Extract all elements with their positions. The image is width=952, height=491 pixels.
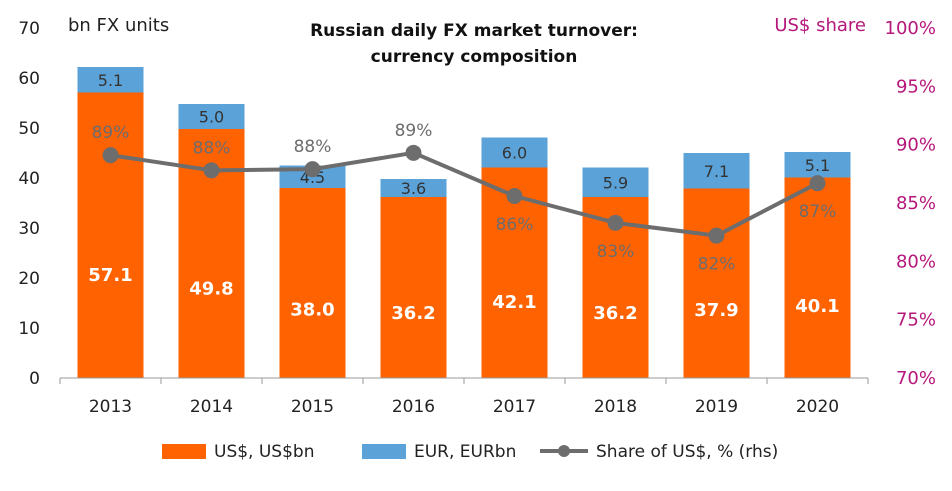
y-tick-label: 10 <box>18 319 40 339</box>
bar-usd-value-label: 49.8 <box>189 278 233 299</box>
y-tick-label: 20 <box>18 269 40 289</box>
bar-eur <box>784 152 851 178</box>
bar-eur <box>481 137 548 168</box>
share-point-label: 83% <box>597 242 635 262</box>
legend-label-usd: US$, US$bn <box>214 442 314 462</box>
bar-usd-value-label: 37.9 <box>694 300 738 321</box>
bar-usd-value-label: 57.1 <box>88 265 132 286</box>
share-point-label: 89% <box>92 123 130 143</box>
bar-usd-value-label: 36.2 <box>391 303 435 324</box>
left-axis-ticks: 0 10 20 30 40 50 60 70 <box>18 19 40 389</box>
bar-eur-value-label: 5.1 <box>98 71 123 90</box>
bar-eur-value-label: 5.0 <box>199 108 224 127</box>
bar-eur-value-label: 7.1 <box>704 162 729 181</box>
bar-usd <box>279 188 346 378</box>
x-tick-label: 2017 <box>493 397 536 417</box>
share-point <box>607 214 624 231</box>
bar-usd-value-label: 42.1 <box>492 292 536 313</box>
y-axis-label: bn FX units <box>68 15 169 36</box>
y-tick-label: 30 <box>18 219 40 239</box>
y2-tick-label: 100% <box>885 18 936 39</box>
bar-usd-value-label: 38.0 <box>290 300 334 321</box>
share-point <box>809 175 826 192</box>
bar-usd <box>380 197 447 378</box>
legend-swatch-eur <box>362 444 406 459</box>
share-series-line <box>110 150 819 238</box>
x-tick-label: 2018 <box>594 397 637 417</box>
share-point <box>203 162 220 179</box>
bar-eur <box>178 104 245 129</box>
y2-tick-label: 85% <box>896 193 936 214</box>
bar-eur <box>77 67 144 93</box>
y-tick-label: 40 <box>18 169 40 189</box>
chart-title-line2: currency composition <box>371 47 578 67</box>
y2-tick-label: 75% <box>896 310 936 331</box>
bar-eur-value-label: 3.6 <box>401 179 426 198</box>
share-point <box>405 144 422 161</box>
x-tick-label: 2016 <box>392 397 435 417</box>
share-line: 89% 88% 88% 89% 86% 83% 82% 87% <box>92 121 837 275</box>
bars: 57.15.149.85.038.04.536.23.642.16.036.25… <box>77 67 851 378</box>
share-point-label: 88% <box>193 138 231 158</box>
bar-usd <box>683 188 750 378</box>
legend: US$, US$bn EUR, EURbn Share of US$, % (rhs… <box>162 442 778 462</box>
y-tick-label: 70 <box>18 19 40 39</box>
legend-label-share: Share of US$, % (rhs) <box>596 442 778 462</box>
legend-label-eur: EUR, EURbn <box>414 442 516 462</box>
y2-tick-label: 95% <box>896 76 936 97</box>
y2-axis-label: US$ share <box>774 15 866 36</box>
bar-eur-value-label: 5.1 <box>805 156 830 175</box>
bar-eur <box>683 153 750 189</box>
share-point-label: 88% <box>294 137 332 157</box>
x-tick-label: 2015 <box>291 397 334 417</box>
y-tick-label: 60 <box>18 69 40 89</box>
bar-usd <box>784 177 851 378</box>
y-tick-label: 50 <box>18 119 40 139</box>
bar-usd-value-label: 36.2 <box>593 303 637 324</box>
bar-eur <box>582 167 649 197</box>
legend-swatch-share-point <box>558 445 570 457</box>
right-axis-ticks: 70% 75% 80% 85% 90% 95% 100% <box>885 18 936 389</box>
x-tick-label: 2013 <box>89 397 132 417</box>
share-point <box>102 147 119 164</box>
x-tick-label: 2014 <box>190 397 233 417</box>
bar-eur-value-label: 6.0 <box>502 144 527 163</box>
chart-title-line1: Russian daily FX market turnover: <box>310 21 638 41</box>
x-tick-label: 2019 <box>695 397 738 417</box>
bar-eur <box>380 179 447 197</box>
bar-usd-value-label: 40.1 <box>795 296 839 317</box>
share-point-label: 87% <box>799 202 837 222</box>
y-tick-label: 0 <box>29 369 40 389</box>
share-point-label: 82% <box>698 255 736 275</box>
bar-eur-value-label: 5.9 <box>603 173 628 192</box>
share-point <box>708 227 725 244</box>
share-point-label: 86% <box>496 215 534 235</box>
chart-title: Russian daily FX market turnover: curren… <box>310 21 638 67</box>
share-point <box>506 188 523 204</box>
bar-usd <box>77 92 144 378</box>
share-point <box>304 161 321 178</box>
y2-tick-label: 70% <box>896 368 936 389</box>
x-tick-label: 2020 <box>796 397 839 417</box>
y2-tick-label: 90% <box>896 135 936 156</box>
x-axis-ticks: 2013 2014 2015 2016 2017 2018 2019 2020 <box>59 378 869 417</box>
y2-tick-label: 80% <box>896 251 936 272</box>
legend-swatch-usd <box>162 444 206 459</box>
share-point-label: 89% <box>395 121 433 141</box>
